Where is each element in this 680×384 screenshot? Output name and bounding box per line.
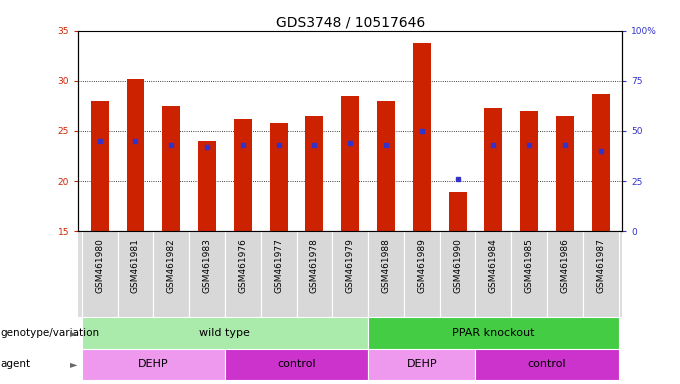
Text: DEHP: DEHP: [138, 359, 169, 369]
Bar: [404, 231, 440, 317]
Bar: [118, 231, 154, 317]
Bar: [556, 116, 574, 231]
Bar: [547, 231, 583, 317]
Bar: [82, 317, 368, 349]
Text: GSM461977: GSM461977: [274, 238, 283, 293]
Text: GSM461990: GSM461990: [453, 238, 462, 293]
Bar: [90, 101, 109, 231]
Bar: [198, 141, 216, 231]
Text: GSM461986: GSM461986: [560, 238, 569, 293]
Bar: [449, 192, 466, 231]
Bar: [368, 231, 404, 317]
Text: wild type: wild type: [199, 328, 250, 338]
Text: PPAR knockout: PPAR knockout: [452, 328, 534, 338]
Bar: [154, 231, 189, 317]
Bar: [377, 101, 395, 231]
Bar: [413, 43, 430, 231]
Bar: [368, 349, 475, 380]
Text: GSM461982: GSM461982: [167, 238, 175, 293]
Text: GSM461989: GSM461989: [418, 238, 426, 293]
Bar: [592, 94, 610, 231]
Text: ►: ►: [69, 328, 78, 338]
Title: GDS3748 / 10517646: GDS3748 / 10517646: [275, 16, 425, 30]
Bar: [225, 349, 368, 380]
Bar: [484, 108, 503, 231]
Bar: [368, 317, 619, 349]
Bar: [475, 231, 511, 317]
Bar: [225, 231, 260, 317]
Bar: [520, 111, 538, 231]
Text: GSM461988: GSM461988: [381, 238, 390, 293]
Bar: [82, 231, 118, 317]
Bar: [234, 119, 252, 231]
Bar: [475, 349, 619, 380]
Text: DEHP: DEHP: [407, 359, 437, 369]
Bar: [333, 231, 368, 317]
Bar: [163, 106, 180, 231]
Bar: [341, 96, 359, 231]
Bar: [126, 79, 144, 231]
Text: GSM461984: GSM461984: [489, 238, 498, 293]
Text: genotype/variation: genotype/variation: [1, 328, 100, 338]
Bar: [260, 231, 296, 317]
Bar: [305, 116, 324, 231]
Bar: [270, 123, 288, 231]
Text: GSM461985: GSM461985: [525, 238, 534, 293]
Text: GSM461976: GSM461976: [238, 238, 248, 293]
Bar: [583, 231, 619, 317]
Bar: [189, 231, 225, 317]
Text: GSM461978: GSM461978: [310, 238, 319, 293]
Bar: [296, 231, 333, 317]
Text: GSM461981: GSM461981: [131, 238, 140, 293]
Bar: [82, 349, 225, 380]
Text: ►: ►: [69, 359, 78, 369]
Text: GSM461983: GSM461983: [203, 238, 211, 293]
Text: control: control: [528, 359, 566, 369]
Text: control: control: [277, 359, 316, 369]
Text: GSM461979: GSM461979: [345, 238, 355, 293]
Bar: [440, 231, 475, 317]
Text: GSM461987: GSM461987: [596, 238, 605, 293]
Text: GSM461980: GSM461980: [95, 238, 104, 293]
Text: agent: agent: [1, 359, 31, 369]
Bar: [511, 231, 547, 317]
